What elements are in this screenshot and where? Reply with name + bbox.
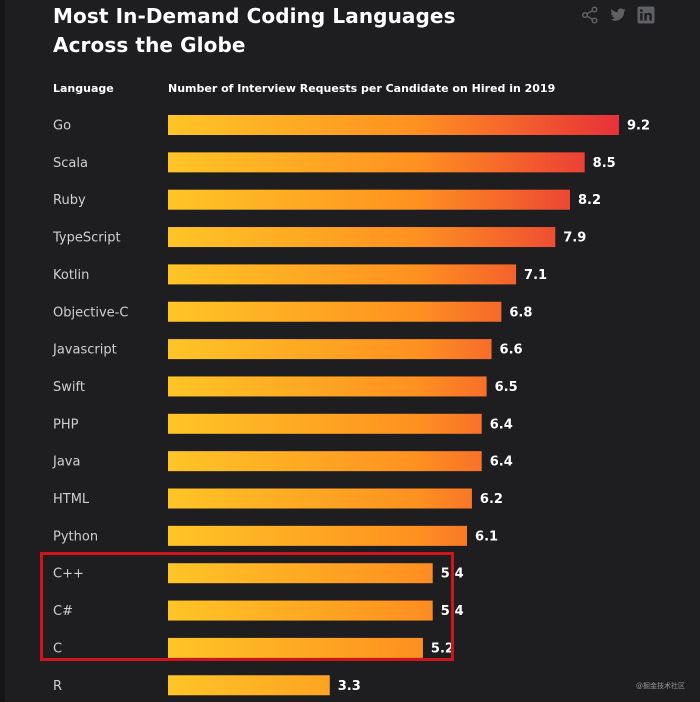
value-label: 8.2 <box>578 193 601 208</box>
category-label: Ruby <box>53 193 86 208</box>
column-header-language: Language <box>53 82 114 95</box>
watermark: @掘金技术社区 <box>636 682 685 690</box>
bar <box>168 675 330 696</box>
category-label: TypeScript <box>52 231 121 246</box>
share-bar <box>581 6 655 24</box>
bar <box>168 563 433 584</box>
value-label: 6.2 <box>480 492 503 507</box>
share-icon[interactable] <box>581 6 599 24</box>
category-label: R <box>53 679 62 694</box>
value-label: 7.9 <box>563 231 586 246</box>
twitter-icon[interactable] <box>609 6 627 24</box>
value-label: 6.1 <box>475 529 498 544</box>
bar <box>168 600 433 621</box>
bar <box>168 264 517 285</box>
bar <box>168 451 482 472</box>
bar <box>168 637 423 658</box>
chart-title-line-1: Most In-Demand Coding Languages <box>53 4 456 28</box>
bar <box>168 488 472 509</box>
value-label: 6.8 <box>509 305 532 320</box>
category-label: Objective-C <box>53 305 128 320</box>
category-label: Go <box>53 119 71 134</box>
value-label: 5.2 <box>431 641 454 656</box>
category-label: HTML <box>53 492 90 507</box>
column-header-metric: Number of Interview Requests per Candida… <box>168 82 556 95</box>
bar <box>168 152 585 173</box>
bar <box>168 525 468 546</box>
bar <box>168 115 619 135</box>
value-label: 3.3 <box>338 679 361 694</box>
value-label: 6.5 <box>495 380 518 395</box>
value-label: 7.1 <box>524 268 547 283</box>
linkedin-icon[interactable] <box>637 6 655 24</box>
page-edge <box>0 0 5 702</box>
bar <box>168 227 556 248</box>
bars-group: Go 9.2 Scala 8.5 Ruby 8.2 TypeScript 7.9 Kotlin 7… <box>52 115 650 696</box>
value-label: 6.4 <box>490 455 513 470</box>
bar <box>168 189 570 210</box>
value-label: 8.5 <box>593 156 616 171</box>
value-label: 6.4 <box>490 417 513 432</box>
category-label: Scala <box>53 156 88 171</box>
category-label: Java <box>52 455 80 470</box>
bar <box>168 339 492 360</box>
bar <box>168 413 482 434</box>
category-label: Kotlin <box>53 268 89 283</box>
value-label: 6.6 <box>500 343 523 358</box>
chart-title-line-2: Across the Globe <box>53 33 246 57</box>
chart-title: Most In-Demand Coding Languages Across t… <box>53 2 456 60</box>
bar <box>168 301 502 322</box>
value-label: 9.2 <box>627 119 650 134</box>
category-label: Python <box>53 529 98 544</box>
highlight-box <box>40 552 454 661</box>
category-label: C <box>53 641 62 656</box>
category-label: Swift <box>53 380 85 395</box>
category-label: C++ <box>53 567 84 582</box>
bar <box>168 376 487 397</box>
category-label: PHP <box>53 417 79 432</box>
category-label: Javascript <box>52 343 117 358</box>
category-label: C# <box>53 604 73 619</box>
